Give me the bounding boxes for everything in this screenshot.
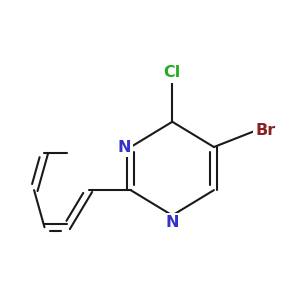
Text: N: N [117, 140, 131, 154]
Text: Cl: Cl [164, 65, 181, 80]
Text: N: N [166, 215, 179, 230]
Text: Br: Br [256, 123, 276, 138]
